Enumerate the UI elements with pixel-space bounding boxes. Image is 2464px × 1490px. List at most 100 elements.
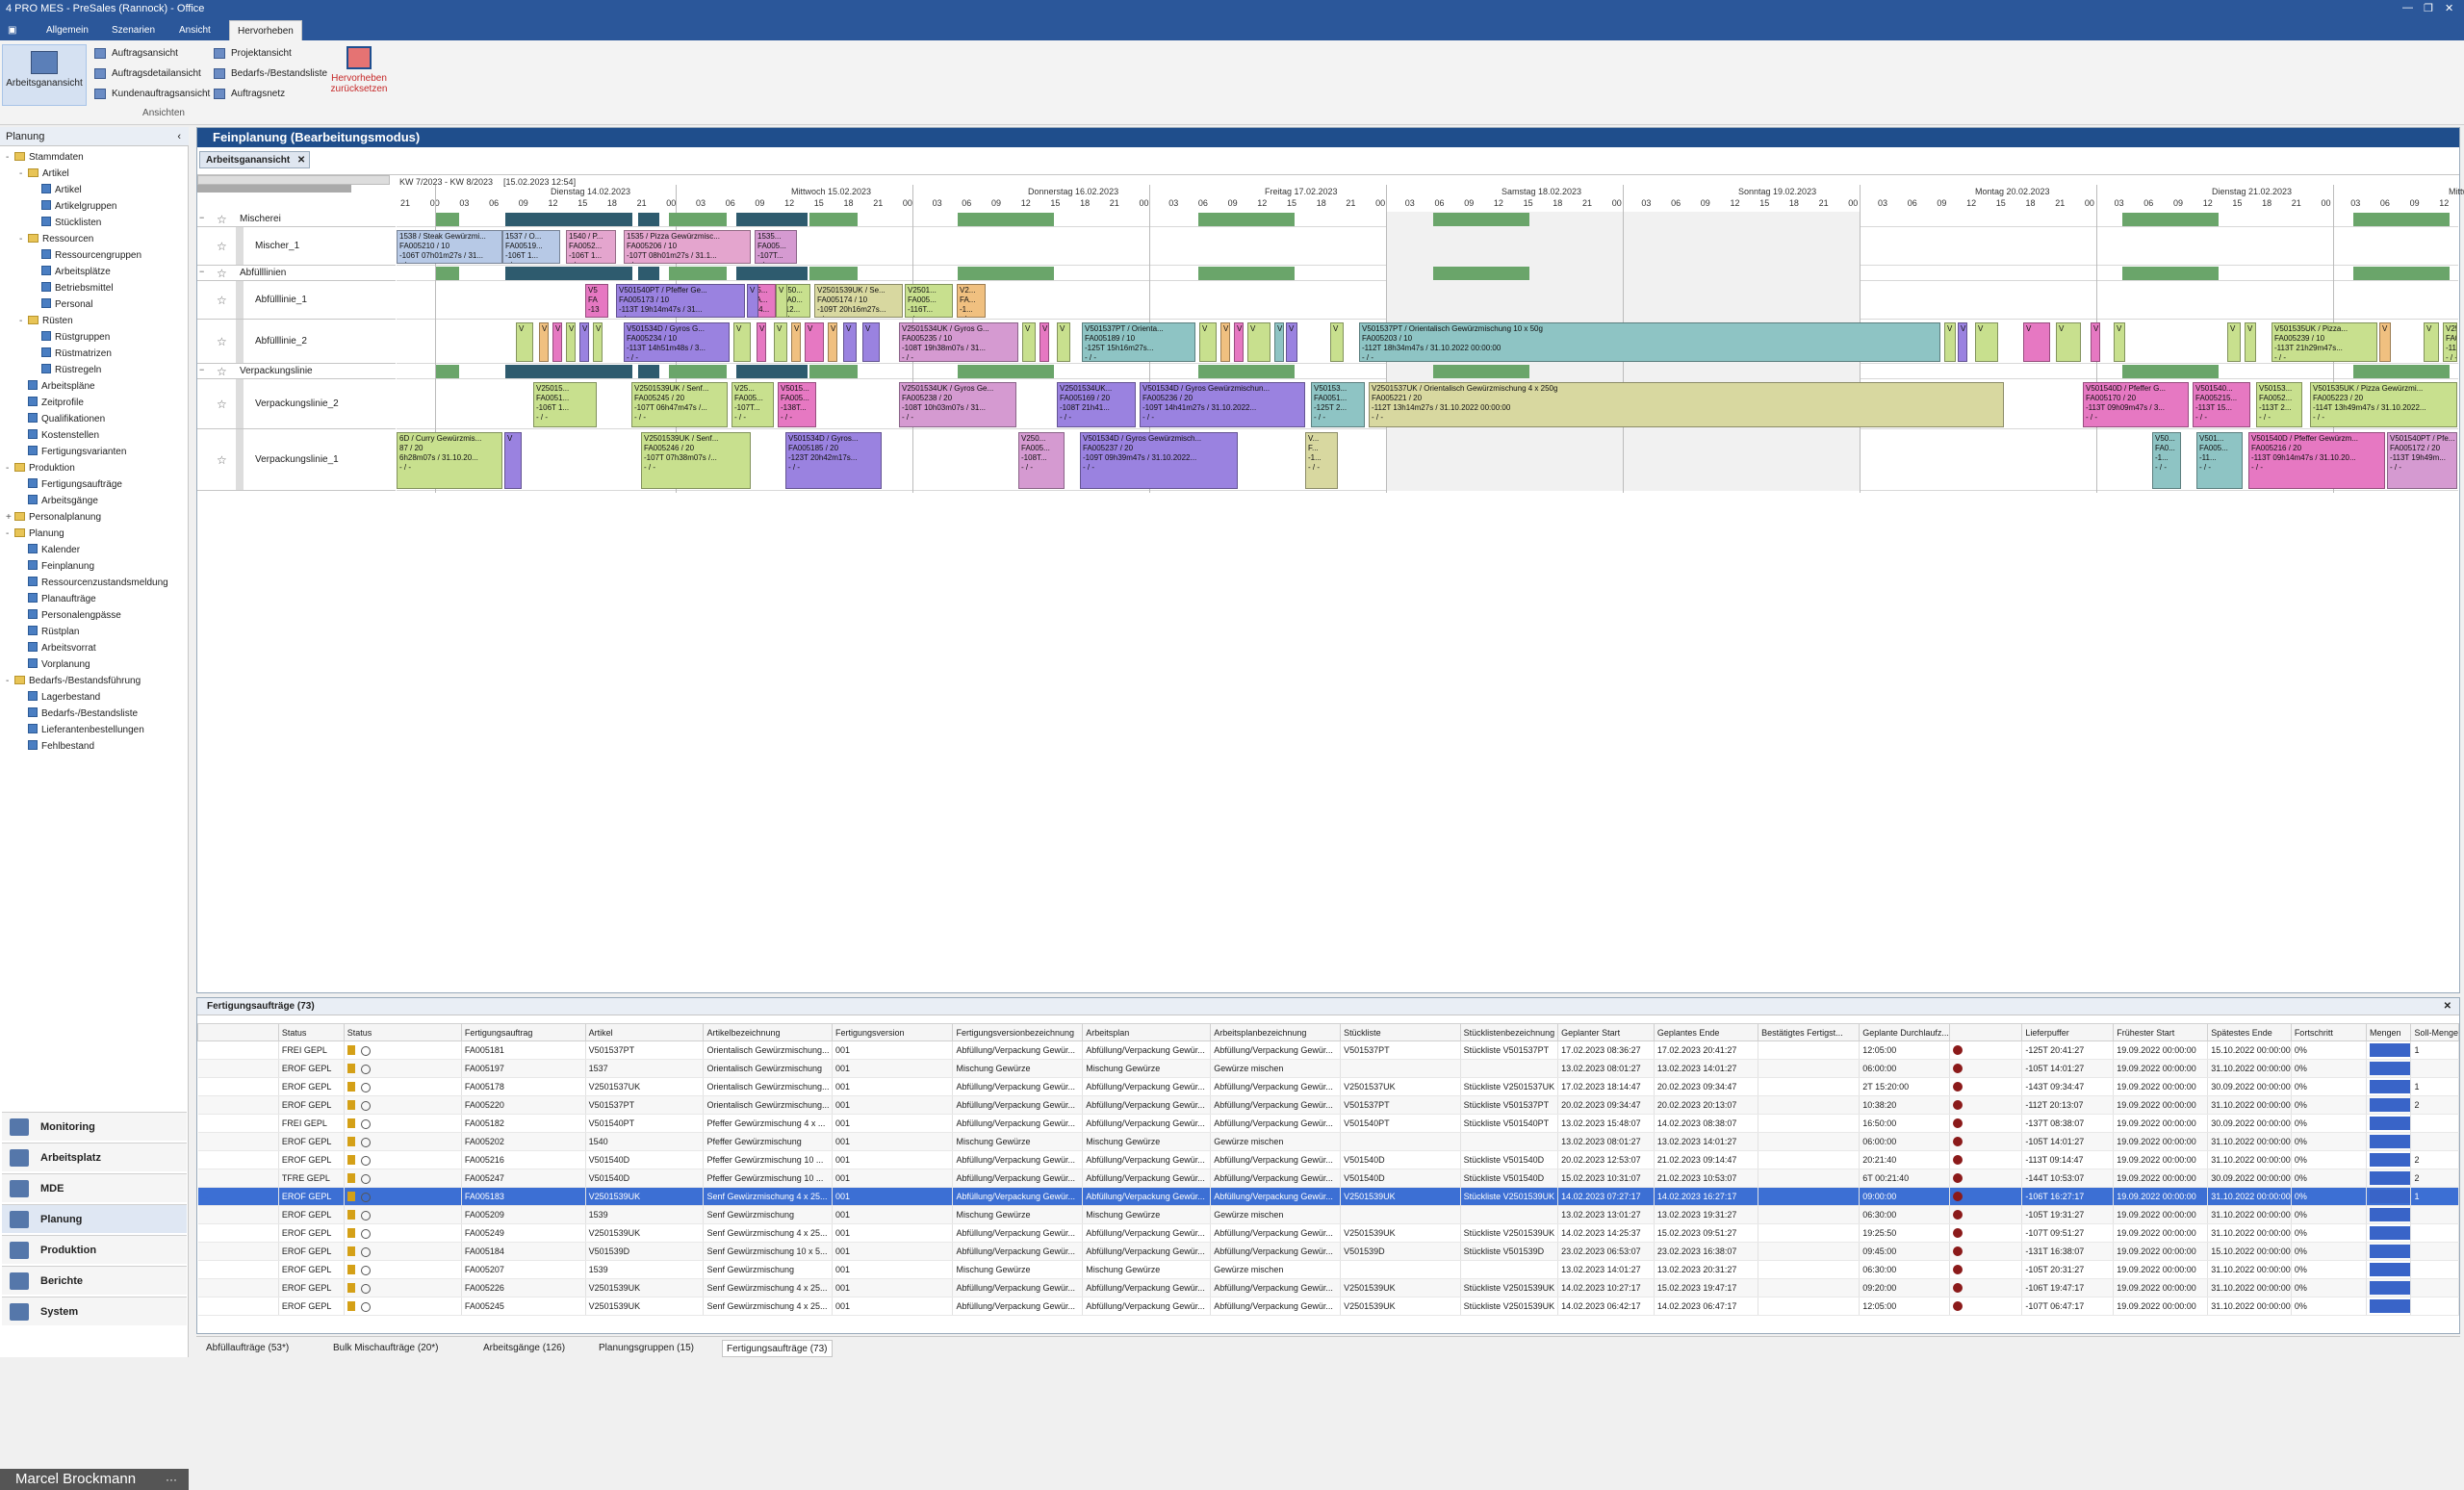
bedarfsliste-button[interactable]: Bedarfs-/Bestandsliste [214, 64, 327, 84]
resource-row[interactable]: ☆ Verpackungslinie_2 [197, 379, 396, 429]
job-block-small[interactable]: V [2091, 322, 2100, 362]
column-header[interactable]: Lieferpuffer [2021, 1023, 2115, 1041]
close-panel-icon[interactable]: ✕ [2443, 1001, 2451, 1012]
row-selector[interactable] [197, 1297, 279, 1316]
tree-item[interactable]: Rüstmatrizen [33, 347, 112, 362]
job-block[interactable]: 1535 / Pizza Gewürzmisc... FA005206 / 10-… [624, 230, 751, 264]
column-header[interactable]: Soll-Menge [2410, 1023, 2459, 1041]
job-block[interactable]: V501537PT / Orienta... FA005189 / 10 -125T… [1082, 322, 1195, 362]
job-block[interactable]: 1540 / P...FA0052...-106T 1...- / - [566, 230, 616, 264]
expander-icon[interactable]: - [19, 168, 23, 179]
table-row[interactable]: TFRE GEPL FA005247 V501540D Pfeffer Gewürzm… [197, 1169, 2459, 1188]
resource-row[interactable]: ☆ Abfülllinie_1 [197, 281, 396, 320]
row-selector[interactable] [197, 1040, 279, 1060]
projektansicht-button[interactable]: Projektansicht [214, 44, 292, 64]
nav-produktion[interactable]: Produktion [2, 1235, 187, 1264]
job-block[interactable]: 1538 / Steak Gewürzmi... FA005210 / 10 -10… [397, 230, 502, 264]
row-selector[interactable] [197, 1223, 279, 1243]
expander-icon[interactable]: − [199, 364, 205, 374]
column-header[interactable]: Artikelbezeichnung [703, 1023, 833, 1041]
job-block[interactable]: V501534D / Gyros G... FA005234 / 10 -113T … [624, 322, 730, 362]
column-header[interactable]: Arbeitsplan [1082, 1023, 1212, 1041]
tree-item[interactable]: Lagerbestand [19, 690, 100, 706]
job-block-small[interactable]: V [805, 322, 824, 362]
resource-row[interactable]: ☆ Mischer_1 [197, 227, 396, 266]
job-block[interactable]: V501537PT / Orientalisch Gewürzmischung … [1359, 322, 1940, 362]
tree-item[interactable]: Fertigungsaufträge [19, 477, 122, 493]
job-block-small[interactable]: V [1234, 322, 1244, 362]
job-block[interactable]: V250... FA005... -108T... - / - [1018, 432, 1065, 489]
bottom-tab[interactable]: Fertigungsaufträge (73) [722, 1340, 833, 1357]
row-selector[interactable] [197, 1114, 279, 1133]
row-selector[interactable] [197, 1132, 279, 1151]
nav-arbeitsplatz[interactable]: Arbeitsplatz [2, 1143, 187, 1171]
table-row[interactable]: FREI GEPL FA005181 V501537PT Orientalisch G… [197, 1040, 2459, 1060]
tree-item[interactable]: Stücklisten [33, 216, 101, 231]
gantt-scroll-thumb[interactable] [197, 185, 351, 193]
favorite-star-icon[interactable]: ☆ [217, 397, 227, 411]
column-header[interactable]: Mengen [2365, 1023, 2412, 1041]
job-block[interactable]: V2501...FA005...-116T...- / - [905, 284, 953, 318]
auftragsdetail-button[interactable]: Auftragsdetailansicht [94, 64, 201, 84]
job-block[interactable]: V2501534UK / Gyros Ge... FA005238 / 20 -10… [899, 382, 1016, 427]
resource-row[interactable]: ☆ Abfülllinie_2 [197, 320, 396, 364]
job-block[interactable]: V501534D / Gyros Gewürzmischun... FA00523… [1140, 382, 1305, 427]
job-block[interactable]: V5015... FA005... -138T... - / - [778, 382, 816, 427]
job-block[interactable]: V2501539UK / Senf... FA005246 / 20 -107T 0… [641, 432, 751, 489]
table-row[interactable]: EROF GEPL FA005226 V2501539UK Senf Gewürzmi… [197, 1278, 2459, 1297]
column-header[interactable]: Fertigungsversionbezeichnung [952, 1023, 1084, 1041]
job-block-small[interactable]: V [733, 322, 751, 362]
favorite-star-icon[interactable]: ☆ [217, 452, 227, 467]
resource-row[interactable]: − ☆ Abfülllinien [197, 266, 396, 281]
tree-item[interactable]: Bedarfs-/Bestandsliste [19, 706, 138, 722]
job-block-small[interactable]: V [1199, 322, 1217, 362]
job-block-small[interactable]: V [1286, 322, 1297, 362]
table-row[interactable]: FREI GEPL FA005182 V501540PT Pfeffer Gewürz… [197, 1114, 2459, 1133]
column-header[interactable]: Artikel [584, 1023, 705, 1041]
expander-icon[interactable]: - [19, 234, 23, 244]
job-block[interactable]: V25015... FA0051... -106T 1... - / - [533, 382, 597, 427]
tree-item[interactable]: - Planung [6, 527, 64, 542]
job-block-small[interactable]: V [1022, 322, 1036, 362]
row-selector[interactable]: → [197, 1187, 279, 1206]
job-block[interactable]: 1535...FA005...-107T...- / - [755, 230, 797, 264]
reset-highlight-button[interactable]: Hervorheben zurücksetzen [329, 46, 389, 94]
job-block-small[interactable]: V [1944, 322, 1956, 362]
tree-item[interactable]: Planaufträge [19, 592, 96, 607]
table-row[interactable]: EROF GEPL FA005202 1540 Pfeffer Gewürzmisch… [197, 1132, 2459, 1151]
tab-allgemein[interactable]: Allgemein [46, 25, 89, 36]
row-selector[interactable] [197, 1077, 279, 1096]
favorite-star-icon[interactable]: ☆ [217, 334, 227, 348]
expander-icon[interactable]: + [6, 512, 12, 523]
row-selector[interactable] [197, 1205, 279, 1224]
kundenauftrag-button[interactable]: Kundenauftragsansicht [94, 85, 210, 104]
tab-ansicht[interactable]: Ansicht [179, 25, 211, 36]
tree-item[interactable]: Zeitprofile [19, 396, 84, 411]
job-block[interactable]: V2501539UK / Senf... FA005245 / 20 -107T 0… [631, 382, 728, 427]
nav-mde[interactable]: MDE [2, 1173, 187, 1202]
column-header[interactable]: Fortschritt [2290, 1023, 2367, 1041]
tree-item[interactable]: Rüstregeln [33, 363, 101, 378]
tree-item[interactable]: - Ressourcen [19, 232, 93, 247]
job-block-small[interactable]: V [828, 322, 837, 362]
table-row[interactable]: EROF GEPL FA005216 V501540D Pfeffer Gewürzm… [197, 1150, 2459, 1169]
job-block-small[interactable]: V [539, 322, 549, 362]
job-block-small[interactable]: V [862, 322, 880, 362]
job-block[interactable]: V2501539UK / Senf Ge...FA005244 / 10-114… [2443, 322, 2457, 362]
tree-item[interactable]: Artikelgruppen [33, 199, 116, 215]
arbeitsgang-view-button[interactable]: Arbeitsganansicht [2, 44, 87, 106]
column-header[interactable] [1948, 1023, 2023, 1041]
job-block-small[interactable]: V [747, 284, 758, 318]
job-block-small[interactable]: V [2424, 322, 2439, 362]
job-block-small[interactable]: V [579, 322, 589, 362]
job-block[interactable]: V501540PT / Pfeffer Ge... FA005173 / 10 -1… [616, 284, 745, 318]
close-tab-icon[interactable]: ✕ [296, 155, 306, 166]
tree-item[interactable]: Qualifikationen [19, 412, 105, 427]
row-selector[interactable] [197, 1169, 279, 1188]
nav-monitoring[interactable]: Monitoring [2, 1112, 187, 1141]
job-block-small[interactable]: V [593, 322, 603, 362]
favorite-star-icon[interactable]: ☆ [217, 212, 227, 226]
favorite-star-icon[interactable]: ☆ [217, 266, 227, 280]
tree-item[interactable]: - Artikel [19, 167, 69, 182]
more-icon[interactable]: ··· [166, 1473, 177, 1486]
